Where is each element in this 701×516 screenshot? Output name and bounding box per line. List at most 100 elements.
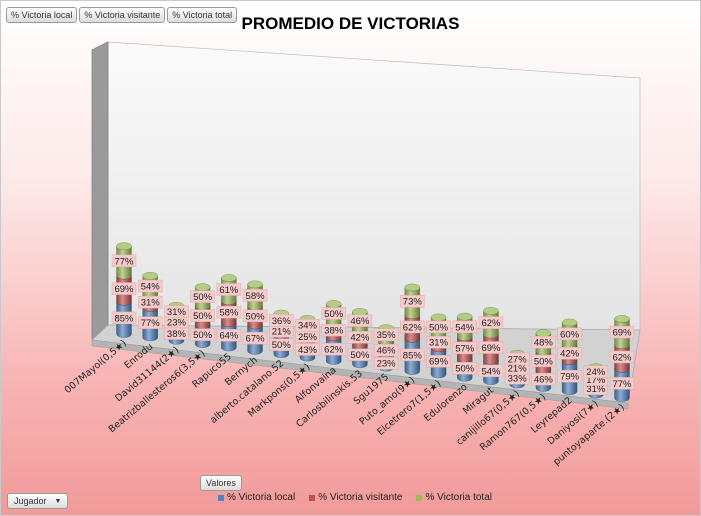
data-label-box	[137, 279, 163, 293]
legend-item-total: % Victoria total	[416, 492, 492, 503]
data-label-box	[504, 352, 530, 366]
legend-item-local: % Victoria local	[218, 492, 295, 503]
data-label: 23%	[373, 357, 399, 370]
data-label-box	[111, 254, 137, 268]
jugador-filter-button[interactable]: Jugador ▼	[7, 493, 69, 509]
data-label-text: 50%	[193, 292, 213, 303]
data-label-text: 54%	[455, 322, 475, 333]
data-label: 60%	[557, 327, 582, 340]
field-button-total[interactable]: % Victoria total	[167, 7, 238, 23]
data-label-text: 50%	[193, 311, 213, 322]
data-label: 79%	[557, 370, 582, 383]
data-label: 73%	[400, 295, 425, 308]
data-label-text: 38%	[324, 326, 344, 337]
data-label-text: 42%	[350, 333, 370, 344]
data-label-box	[111, 282, 137, 295]
data-label: 31%	[137, 295, 163, 309]
data-label-box	[242, 331, 268, 345]
data-label-box	[609, 377, 635, 390]
data-label: 69%	[609, 325, 635, 339]
data-label-text: 73%	[403, 297, 423, 308]
data-label-box	[452, 320, 477, 334]
data-label-text: 50%	[429, 322, 449, 333]
data-label: 48%	[531, 336, 556, 349]
data-label-box	[557, 370, 582, 383]
data-label: 50%	[242, 309, 268, 323]
data-label-text: 57%	[455, 343, 475, 354]
data-label-box	[531, 336, 556, 349]
data-label-box	[137, 316, 163, 329]
data-label-box	[321, 323, 346, 337]
valores-button[interactable]: Valores	[200, 475, 242, 491]
data-label-text: 50%	[324, 309, 344, 320]
data-label: 62%	[609, 350, 635, 364]
floor-edge	[91, 339, 629, 410]
data-label-text: 69%	[114, 284, 134, 295]
data-label-text: 69%	[429, 357, 449, 368]
data-label-text: 31%	[586, 384, 606, 395]
bar-cap-total	[561, 318, 578, 327]
back-wall	[107, 41, 641, 331]
data-label-box	[478, 364, 504, 378]
data-label-box	[609, 325, 635, 339]
data-label: 46%	[347, 314, 373, 327]
data-label: 46%	[531, 372, 556, 386]
jugador-label: Jugador	[14, 496, 47, 506]
field-button-visitante[interactable]: % Victoria visitante	[79, 7, 166, 23]
bar-cap-total	[430, 313, 447, 322]
data-label-text: 54%	[481, 366, 501, 377]
bar-cap-total	[116, 242, 132, 250]
data-label: 77%	[609, 377, 635, 390]
data-label-box	[609, 350, 635, 364]
legend-label-visitante: % Victoria visitante	[318, 492, 403, 503]
data-label: 85%	[111, 311, 137, 324]
data-label: 31%	[164, 305, 189, 318]
data-label-text: 62%	[403, 322, 423, 333]
data-label-text: 34%	[298, 321, 318, 332]
data-label: 50%	[452, 362, 477, 375]
data-label: 62%	[478, 316, 504, 329]
dropdown-arrow-icon: ▼	[54, 497, 62, 505]
data-label: 25%	[295, 330, 320, 343]
data-label: 50%	[269, 338, 294, 351]
data-label-text: 21%	[508, 363, 528, 374]
field-button-local[interactable]: % Victoria local	[6, 7, 78, 23]
data-label-box	[269, 314, 294, 327]
legend-item-visitante: % Victoria visitante	[309, 492, 402, 503]
data-label: 21%	[269, 324, 294, 338]
data-label-box	[400, 320, 425, 334]
data-label-box	[347, 348, 373, 362]
legend-swatch-total	[416, 494, 423, 501]
data-label: 27%	[504, 352, 530, 366]
data-label-text: 79%	[560, 372, 580, 383]
data-label: 54%	[452, 320, 477, 334]
data-label-text: 58%	[246, 291, 266, 302]
data-label: 57%	[452, 341, 477, 354]
data-label-text: 62%	[481, 318, 501, 329]
data-label-text: 24%	[586, 367, 606, 378]
bar-cap-total	[221, 274, 237, 282]
data-label-text: 31%	[141, 298, 161, 309]
data-label-text: 23%	[167, 317, 187, 328]
data-label: 50%	[321, 307, 346, 320]
data-label-text: 27%	[508, 354, 528, 365]
data-label-text: 46%	[350, 316, 370, 327]
data-label-box	[426, 336, 451, 349]
legend-swatch-local	[218, 494, 224, 501]
data-label: 42%	[557, 347, 582, 360]
data-label-box	[557, 347, 582, 360]
data-label: 38%	[164, 327, 189, 340]
data-label: 58%	[242, 289, 268, 302]
data-label: 54%	[478, 364, 504, 378]
data-label-box	[400, 295, 425, 308]
data-label: 34%	[295, 319, 320, 332]
data-label-text: 23%	[377, 359, 397, 370]
data-label: 35%	[373, 328, 399, 341]
data-label-text: 69%	[612, 327, 632, 338]
data-label: 62%	[321, 342, 346, 356]
data-label-box	[242, 309, 268, 323]
data-label-text: 50%	[455, 364, 475, 375]
data-label-text: 50%	[246, 311, 266, 322]
data-label-text: 43%	[298, 345, 318, 356]
data-label: 50%	[347, 348, 373, 362]
